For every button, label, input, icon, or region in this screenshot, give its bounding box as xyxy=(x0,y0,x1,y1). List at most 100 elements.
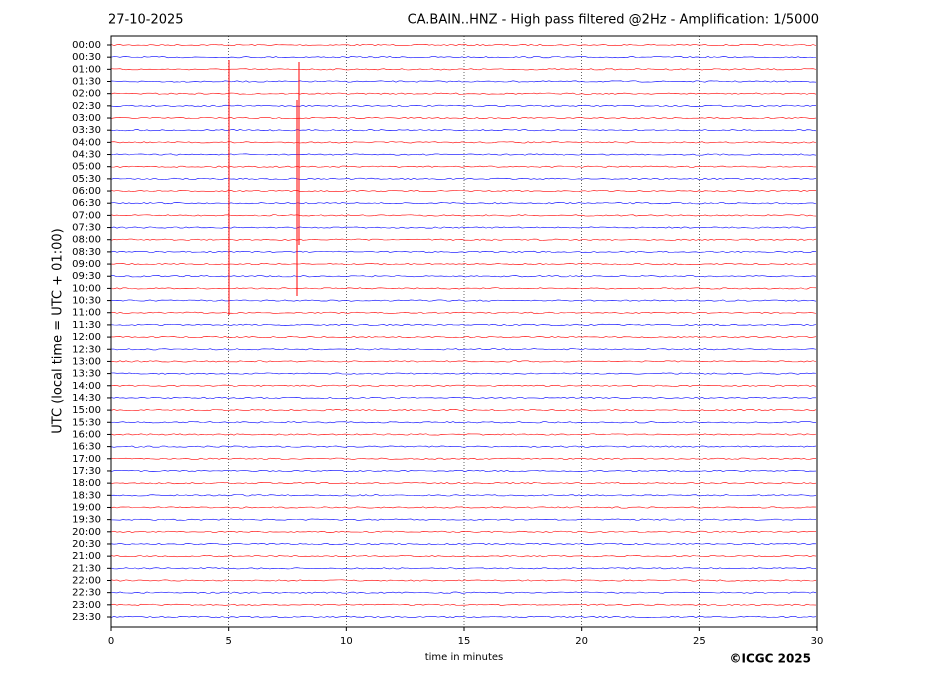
y-tick-label: 22:30 xyxy=(72,588,101,599)
trace xyxy=(110,56,817,59)
y-tick-label: 09:30 xyxy=(72,271,101,282)
x-tick-label: 0 xyxy=(108,636,114,647)
y-tick-label: 18:00 xyxy=(72,478,101,489)
y-tick-label: 00:00 xyxy=(72,40,101,51)
trace xyxy=(110,311,817,314)
trace xyxy=(110,421,817,424)
y-tick-label: 13:30 xyxy=(72,369,101,380)
y-tick-label: 19:30 xyxy=(72,515,101,526)
y-tick-label: 14:30 xyxy=(72,393,101,404)
trace xyxy=(110,117,817,120)
trace xyxy=(110,80,817,83)
x-axis-label: time in minutes xyxy=(425,652,504,663)
y-tick-label: 11:00 xyxy=(72,308,101,319)
y-tick-label: 11:30 xyxy=(72,320,101,331)
trace xyxy=(110,275,817,278)
trace xyxy=(110,250,817,253)
trace xyxy=(110,348,817,351)
trace xyxy=(110,396,817,399)
y-tick-label: 20:30 xyxy=(72,539,101,550)
y-tick-label: 21:30 xyxy=(72,563,101,574)
y-tick-label: 01:30 xyxy=(72,77,101,88)
date: 27-10-2025 xyxy=(108,13,184,28)
y-tick-label: 13:00 xyxy=(72,356,101,367)
y-tick-label: 12:00 xyxy=(72,332,101,343)
y-tick-label: 07:30 xyxy=(72,223,101,234)
y-tick-label: 02:30 xyxy=(72,101,101,112)
y-tick-label: 08:00 xyxy=(72,235,101,246)
plot-frame xyxy=(110,35,818,628)
trace xyxy=(110,384,817,387)
y-tick-label: 04:30 xyxy=(72,150,101,161)
y-tick-label: 00:30 xyxy=(72,52,101,63)
x-tick-label: 20 xyxy=(575,636,588,647)
trace xyxy=(110,287,817,290)
y-tick-label: 03:00 xyxy=(72,113,101,124)
y-tick-label: 10:00 xyxy=(72,283,101,294)
trace xyxy=(110,542,817,545)
trace xyxy=(110,165,817,168)
trace xyxy=(110,615,817,619)
trace xyxy=(110,360,817,363)
y-tick-label: 01:00 xyxy=(72,64,101,75)
y-tick-label: 21:00 xyxy=(72,551,101,562)
y-tick-label: 15:30 xyxy=(72,417,101,428)
y-tick-label: 12:30 xyxy=(72,344,101,355)
trace xyxy=(110,409,817,412)
y-tick-label: 19:00 xyxy=(72,502,101,513)
y-tick-label: 16:00 xyxy=(72,429,101,440)
y-tick-label: 05:30 xyxy=(72,174,101,185)
trace xyxy=(110,263,816,266)
y-tick-label: 22:00 xyxy=(72,575,101,586)
x-tick-label: 5 xyxy=(225,636,231,647)
trace xyxy=(110,530,817,533)
trace xyxy=(110,506,817,509)
x-tick-label: 15 xyxy=(458,636,471,647)
trace xyxy=(110,202,817,205)
y-tick-label: 18:30 xyxy=(72,490,101,501)
trace xyxy=(110,214,817,217)
x-tick-label: 10 xyxy=(340,636,353,647)
credit: ©ICGC 2025 xyxy=(729,652,811,666)
trace xyxy=(110,567,817,570)
trace xyxy=(110,591,817,594)
y-tick-label: 04:00 xyxy=(72,137,101,148)
trace xyxy=(110,129,817,132)
trace xyxy=(110,372,817,375)
trace xyxy=(110,68,817,71)
y-tick-label: 16:30 xyxy=(72,442,101,453)
y-tick-label: 23:00 xyxy=(72,600,101,611)
trace xyxy=(110,494,817,497)
y-tick-label: 15:00 xyxy=(72,405,101,416)
trace xyxy=(110,104,817,107)
trace xyxy=(110,323,817,326)
trace xyxy=(110,469,817,473)
trace xyxy=(110,457,817,460)
y-tick-label: 02:00 xyxy=(72,89,101,100)
y-tick-label: 05:00 xyxy=(72,162,101,173)
trace xyxy=(110,555,817,558)
y-axis-label: UTC (local time = UTC + 01:00) xyxy=(51,228,66,433)
trace xyxy=(110,518,817,521)
trace xyxy=(110,238,817,241)
events xyxy=(228,60,300,315)
y-tick-label: 06:30 xyxy=(72,198,101,209)
trace xyxy=(110,177,817,180)
y-tick-label: 14:00 xyxy=(72,381,101,392)
trace xyxy=(110,445,817,448)
y-tick-label: 20:00 xyxy=(72,527,101,538)
y-tick-label: 17:00 xyxy=(72,454,101,465)
chart-title: CA.BAIN..HNZ - High pass filtered @2Hz -… xyxy=(408,13,819,28)
y-tick-label: 09:00 xyxy=(72,259,101,270)
y-tick-label: 03:30 xyxy=(72,125,101,136)
trace xyxy=(110,190,817,193)
trace xyxy=(110,299,817,302)
trace xyxy=(110,579,817,582)
y-tick-label: 10:30 xyxy=(72,296,101,307)
y-tick-label: 08:30 xyxy=(72,247,101,258)
trace xyxy=(110,336,817,339)
